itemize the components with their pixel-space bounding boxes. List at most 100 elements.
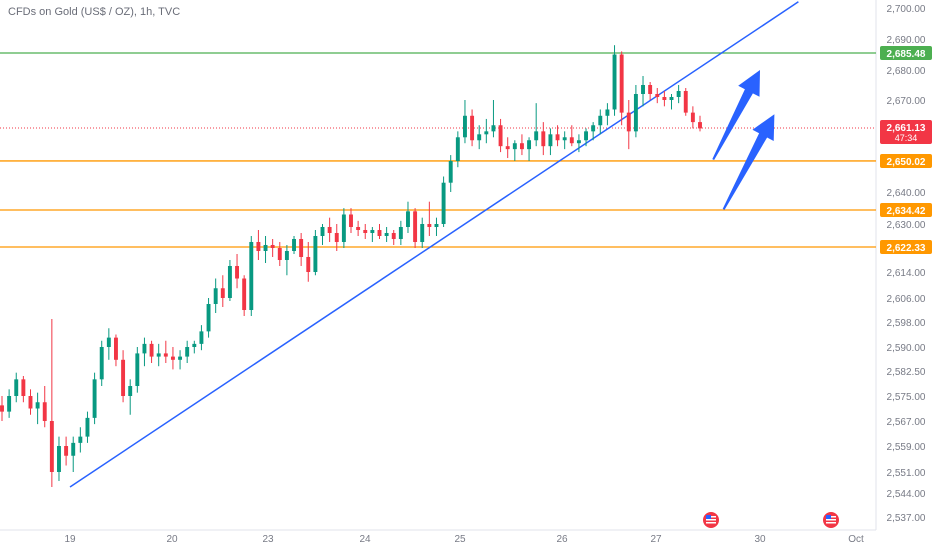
- candle-body: [7, 396, 12, 412]
- time-tick-label: 30: [754, 534, 766, 545]
- flag-stripe: [826, 519, 836, 521]
- candle-body: [391, 232, 396, 239]
- current-price-label: 2,661.13: [887, 123, 926, 134]
- candle-body: [341, 214, 346, 242]
- candle-body: [85, 417, 90, 437]
- support-price-label: 2,634.42: [887, 206, 926, 217]
- time-tick-label: 26: [556, 534, 568, 545]
- candle-body: [598, 115, 603, 126]
- candle-body: [64, 446, 69, 456]
- candle-body: [463, 115, 467, 138]
- candle-body: [128, 386, 133, 396]
- projection-arrow: [712, 70, 760, 160]
- candle-body: [655, 94, 660, 97]
- candle-body: [470, 115, 475, 141]
- candle-body: [284, 250, 289, 260]
- candle-body: [71, 442, 76, 456]
- candle-body: [334, 232, 339, 242]
- candle-body: [555, 134, 560, 141]
- time-tick-label: Oct: [848, 534, 864, 545]
- candle-body: [306, 256, 311, 272]
- candle-body: [377, 229, 382, 236]
- candle-body: [398, 226, 403, 239]
- support-price-label: 2,650.02: [887, 157, 926, 168]
- candle-body: [292, 238, 296, 251]
- price-tick-label: 2,640.00: [887, 188, 926, 199]
- candle-body: [99, 347, 104, 380]
- candle-body: [519, 143, 524, 150]
- candle-body: [455, 137, 460, 161]
- bar-countdown-label: 47:34: [895, 133, 918, 143]
- candle-body: [135, 353, 140, 386]
- candle-body: [641, 85, 645, 94]
- candle-body: [256, 241, 261, 251]
- candle-body: [484, 131, 489, 135]
- candle-body: [633, 94, 638, 132]
- candle-body: [690, 112, 695, 123]
- candle-body: [356, 226, 361, 230]
- candle-body: [420, 224, 425, 242]
- candle-body: [384, 232, 389, 236]
- current-price-badge: [880, 120, 932, 144]
- price-tick-label: 2,575.00: [887, 392, 926, 403]
- price-tick-label: 2,559.00: [887, 442, 926, 453]
- flag-stripe: [706, 522, 716, 524]
- support-price-label: 2,622.33: [887, 243, 926, 254]
- price-tick-label: 2,551.00: [887, 468, 926, 479]
- candle-body: [676, 91, 681, 97]
- candle-body: [28, 396, 33, 409]
- candle-body: [57, 446, 61, 472]
- price-tick-label: 2,567.00: [887, 417, 926, 428]
- candle-body: [170, 356, 175, 360]
- price-tick-label: 2,680.00: [887, 66, 926, 77]
- candle-body: [21, 379, 26, 396]
- candle-body: [156, 353, 161, 357]
- candle-body: [206, 304, 211, 332]
- price-tick-label: 2,630.00: [887, 220, 926, 231]
- candle-body: [584, 131, 588, 141]
- support-price-badge: [880, 240, 932, 254]
- candle-body: [242, 278, 247, 310]
- candle-body: [35, 402, 40, 409]
- candle-body: [669, 97, 674, 100]
- candle-body: [662, 97, 667, 100]
- candle-body: [313, 235, 318, 272]
- price-tick-label: 2,598.00: [887, 318, 926, 329]
- candle-body: [92, 379, 97, 418]
- candle-body: [114, 337, 118, 360]
- candle-body: [142, 343, 147, 354]
- resistance-price-label: 2,685.48: [887, 49, 926, 60]
- candle-body: [227, 265, 232, 298]
- candle-body: [626, 112, 631, 132]
- candle-body: [320, 226, 325, 236]
- support-price-badge: [880, 153, 932, 168]
- candle-body: [220, 288, 225, 298]
- candle-body: [14, 379, 19, 396]
- candle-body: [548, 134, 553, 147]
- candle-body: [434, 224, 439, 227]
- candle-body: [106, 337, 111, 347]
- flag-canton: [826, 515, 831, 519]
- candle-body: [263, 244, 268, 251]
- candle-body: [406, 211, 410, 227]
- price-tick-label: 2,690.00: [887, 35, 926, 46]
- us-flag-icon: [703, 512, 719, 528]
- time-tick-label: 24: [359, 534, 371, 545]
- candle-body: [213, 288, 218, 304]
- flag-stripe: [826, 522, 836, 524]
- candle-body: [505, 146, 510, 150]
- uptrend-line: [69, 1, 799, 488]
- candle-body: [327, 226, 332, 233]
- candle-body: [270, 244, 275, 248]
- candle-body: [683, 91, 688, 113]
- chart-title: CFDs on Gold (US$ / OZ), 1h, TVC: [8, 6, 181, 18]
- candle-body: [498, 125, 503, 147]
- time-tick-label: 27: [650, 534, 662, 545]
- support-price-badge: [880, 203, 932, 217]
- candle-body: [527, 140, 532, 150]
- candle-body: [363, 229, 368, 233]
- candle-body: [235, 265, 239, 279]
- candle-body: [698, 122, 702, 129]
- time-tick-label: 25: [454, 534, 466, 545]
